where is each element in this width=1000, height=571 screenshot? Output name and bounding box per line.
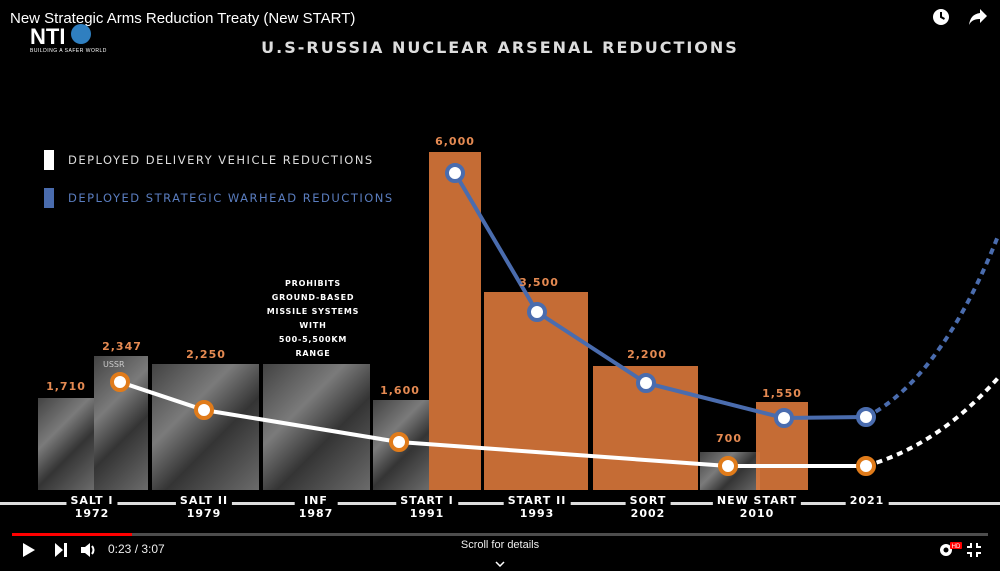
timeline-label-salt-ii: SALT II 1979 bbox=[175, 494, 233, 520]
player-controls: 0:23 / 3:07 Scroll for details HD bbox=[0, 530, 1000, 568]
chevron-down-icon[interactable] bbox=[495, 552, 505, 571]
photo-salt-ii bbox=[152, 364, 259, 490]
point-warhead-new-start bbox=[774, 408, 794, 428]
point-warhead-2021 bbox=[856, 407, 876, 427]
projection-delivery bbox=[865, 376, 1000, 468]
photo-caption-ussr: USSR bbox=[103, 360, 125, 369]
series-line-delivery bbox=[119, 380, 866, 468]
inf-annotation: PROHIBITS GROUND-BASED MISSILE SYSTEMS W… bbox=[258, 277, 368, 361]
next-icon[interactable] bbox=[54, 542, 68, 562]
legend: DEPLOYED DELIVERY VEHICLE REDUCTIONS DEP… bbox=[44, 150, 394, 226]
logo-tagline: BUILDING A SAFER WORLD bbox=[30, 48, 107, 54]
scroll-for-details[interactable]: Scroll for details bbox=[460, 539, 540, 551]
inf-annotation-line: PROHIBITS bbox=[285, 279, 341, 288]
top-right-actions bbox=[932, 8, 988, 26]
legend-label-delivery: DEPLOYED DELIVERY VEHICLE REDUCTIONS bbox=[68, 153, 374, 167]
data-label: 6,000 bbox=[435, 135, 475, 148]
point-warhead-start-i bbox=[445, 163, 465, 183]
timeline-label-start-i: START I 1991 bbox=[396, 494, 458, 520]
settings-icon[interactable]: HD bbox=[938, 542, 962, 562]
legend-swatch-warhead bbox=[44, 188, 54, 208]
point-delivery-new-start bbox=[718, 456, 738, 476]
bar-start-ii bbox=[484, 292, 588, 490]
timeline-label-sort: SORT 2002 bbox=[625, 494, 671, 520]
clock-icon[interactable] bbox=[932, 8, 950, 26]
timeline-label-new-start: NEW START 2010 bbox=[712, 494, 802, 520]
logo-mark: NTI bbox=[30, 24, 66, 49]
chart-lines bbox=[110, 163, 1000, 476]
time-display: 0:23 / 3:07 bbox=[108, 542, 165, 556]
inf-annotation-line: RANGE bbox=[295, 349, 331, 358]
bar-start-i bbox=[429, 152, 481, 490]
inf-annotation-line: MISSILE SYSTEMS bbox=[266, 307, 360, 316]
timeline-label-2021: 2021 bbox=[845, 494, 889, 507]
progress-bar[interactable] bbox=[12, 533, 988, 536]
play-icon[interactable] bbox=[22, 542, 36, 562]
data-label: 700 bbox=[716, 432, 742, 445]
point-warhead-start-ii bbox=[527, 302, 547, 322]
inf-annotation-line: WITH bbox=[299, 321, 327, 330]
data-label: 1,550 bbox=[762, 387, 802, 400]
exit-fullscreen-icon[interactable] bbox=[966, 542, 982, 562]
data-label: 2,250 bbox=[186, 348, 226, 361]
video-title[interactable]: New Strategic Arms Reduction Treaty (New… bbox=[10, 10, 356, 27]
legend-label-warhead: DEPLOYED STRATEGIC WARHEAD REDUCTIONS bbox=[68, 191, 394, 205]
point-delivery-salt-i bbox=[110, 372, 130, 392]
nti-logo: NTI BUILDING A SAFER WORLD bbox=[30, 24, 107, 54]
point-delivery-salt-ii bbox=[194, 400, 214, 420]
series-line-warhead bbox=[453, 171, 867, 421]
point-warhead-sort bbox=[636, 373, 656, 393]
share-icon[interactable] bbox=[968, 8, 988, 26]
photo-salt-i-a bbox=[38, 398, 94, 490]
timeline-label-inf: INF 1987 bbox=[294, 494, 338, 520]
legend-item-warhead: DEPLOYED STRATEGIC WARHEAD REDUCTIONS bbox=[44, 188, 394, 208]
data-label: 1,710 bbox=[46, 380, 86, 393]
data-label: 3,500 bbox=[519, 276, 559, 289]
legend-item-delivery: DEPLOYED DELIVERY VEHICLE REDUCTIONS bbox=[44, 150, 394, 170]
timeline-axis bbox=[0, 502, 1000, 505]
point-delivery-start-i bbox=[389, 432, 409, 452]
inf-annotation-line: GROUND-BASED bbox=[271, 293, 355, 302]
hd-badge: HD bbox=[952, 544, 961, 550]
point-delivery-2021 bbox=[856, 456, 876, 476]
data-label: 1,600 bbox=[380, 384, 420, 397]
projection-warhead bbox=[865, 235, 1000, 419]
timeline-label-salt-i: SALT I 1972 bbox=[66, 494, 118, 520]
chart-title: U.S-RUSSIA NUCLEAR ARSENAL REDUCTIONS bbox=[261, 38, 739, 57]
progress-fill bbox=[12, 533, 133, 536]
legend-swatch-delivery bbox=[44, 150, 54, 170]
inf-annotation-line: 500-5,500KM bbox=[278, 335, 348, 344]
globe-icon bbox=[71, 24, 91, 44]
data-label: 2,347 bbox=[102, 340, 142, 353]
volume-icon[interactable] bbox=[80, 542, 98, 562]
data-label: 2,200 bbox=[627, 348, 667, 361]
timeline-label-start-ii: START II 1993 bbox=[503, 494, 571, 520]
